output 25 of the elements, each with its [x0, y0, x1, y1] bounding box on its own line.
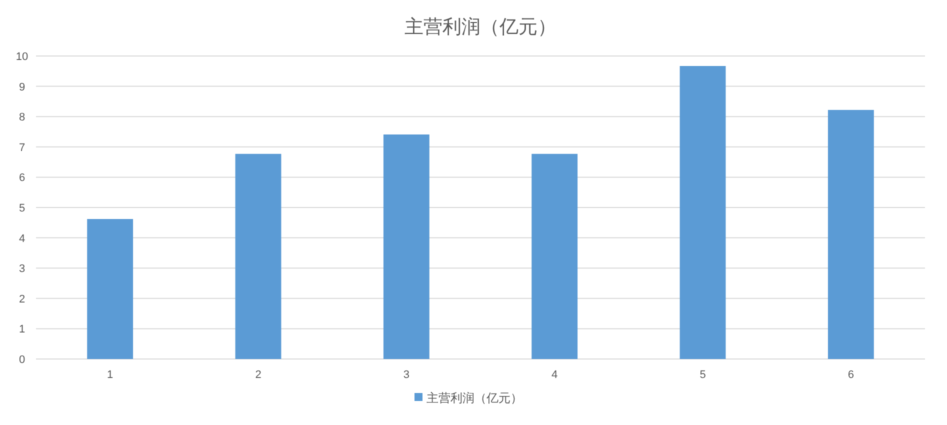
y-tick-label: 5 [18, 202, 26, 214]
bar [680, 66, 726, 359]
y-tick-label: 8 [18, 112, 26, 124]
chart-title: 主营利润（亿元） [404, 16, 556, 38]
y-tick-label: 4 [18, 232, 26, 245]
y-tick-label: 1 [18, 324, 26, 336]
x-tick-label: 4 [552, 369, 558, 381]
y-tick-label: 9 [18, 81, 26, 94]
y-tick-label: 10 [16, 51, 28, 63]
legend-label: 主营利润（亿元） [426, 391, 522, 405]
bar [235, 154, 282, 359]
x-tick-label: 5 [700, 369, 706, 381]
bar [532, 154, 578, 359]
bar [828, 110, 874, 359]
bar [383, 134, 430, 359]
y-tick-label: 3 [18, 263, 26, 276]
x-tick-label: 6 [848, 369, 854, 381]
x-tick-label: 3 [403, 369, 410, 381]
x-tick-label: 1 [107, 369, 114, 381]
x-tick-label: 2 [255, 369, 262, 381]
bar [87, 219, 134, 359]
y-tick-label: 7 [18, 142, 26, 154]
y-tick-label: 2 [18, 293, 26, 306]
y-tick-label: 0 [18, 354, 26, 366]
y-tick-label: 6 [18, 172, 26, 184]
